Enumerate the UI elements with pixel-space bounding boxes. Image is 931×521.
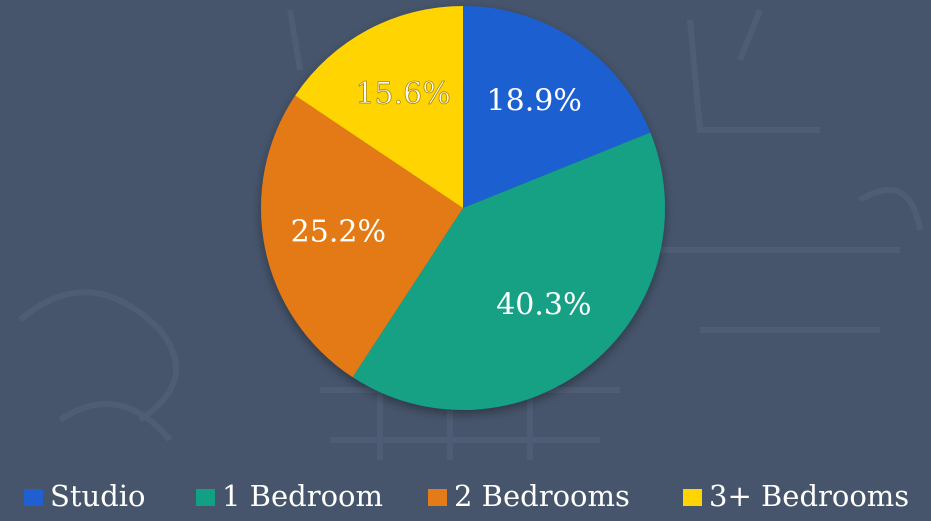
- pie-slice: [352, 132, 665, 411]
- pie-slice: [295, 5, 463, 208]
- legend-label: 3+ Bedrooms: [709, 479, 909, 513]
- pie-slice: [463, 6, 651, 208]
- legend-label: 2 Bedrooms: [454, 479, 630, 513]
- data-labels: 18.9% 40.3% 25.2% 15.6%: [291, 76, 592, 322]
- legend: Studio 1 Bedroom 2 Bedrooms 3+ Bedrooms: [24, 479, 909, 513]
- legend-swatch: [683, 489, 702, 506]
- data-label: 15.6%: [355, 77, 450, 112]
- legend-swatch: [196, 489, 215, 506]
- data-label: 40.3%: [496, 287, 591, 322]
- legend-label: Studio: [50, 479, 146, 513]
- pie: [260, 5, 665, 411]
- pie-slice: [260, 95, 463, 378]
- legend-label: 1 Bedroom: [222, 479, 383, 513]
- data-label: 18.9%: [487, 84, 582, 119]
- legend-swatch: [428, 489, 447, 506]
- legend-swatch: [24, 489, 43, 506]
- data-label: 25.2%: [291, 214, 386, 249]
